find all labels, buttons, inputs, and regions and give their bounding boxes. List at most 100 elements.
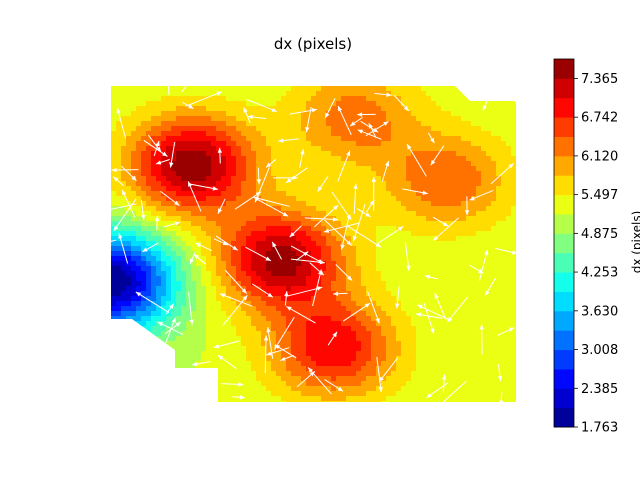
contour-cell: [271, 286, 277, 292]
contour-cell: [341, 381, 347, 387]
contour-cell: [216, 251, 222, 257]
contour-cell: [171, 201, 177, 207]
contour-cell: [501, 91, 507, 97]
contour-cell: [176, 121, 182, 127]
contour-cell: [401, 111, 407, 117]
contour-cell: [471, 261, 477, 267]
contour-cell: [501, 226, 507, 232]
contour-cell: [221, 111, 227, 117]
contour-cell: [316, 371, 322, 377]
contour-cell: [481, 371, 487, 377]
contour-cell: [466, 216, 472, 222]
contour-cell: [386, 336, 392, 342]
contour-cell: [251, 246, 257, 252]
contour-cell: [471, 171, 477, 177]
contour-cell: [321, 156, 327, 162]
contour-cell: [501, 161, 507, 167]
contour-cell: [116, 331, 122, 337]
contour-cell: [401, 261, 407, 267]
contour-cell: [226, 351, 232, 357]
contour-cell: [216, 171, 222, 177]
contour-cell: [461, 366, 467, 372]
contour-cell: [311, 121, 317, 127]
contour-cell: [136, 171, 142, 177]
contour-cell: [196, 271, 202, 277]
contour-cell: [376, 301, 382, 307]
contour-cell: [136, 111, 142, 117]
contour-cell: [271, 261, 277, 267]
contour-cell: [246, 356, 252, 362]
contour-cell: [196, 96, 202, 102]
contour-cell: [261, 166, 267, 172]
contour-cell: [341, 96, 347, 102]
contour-cell: [506, 141, 512, 147]
contour-cell: [376, 351, 382, 357]
contour-cell: [121, 376, 127, 382]
contour-cell: [156, 271, 162, 277]
contour-cell: [471, 346, 477, 352]
contour-cell: [186, 161, 192, 167]
contour-cell: [356, 211, 362, 217]
contour-cell: [511, 261, 516, 267]
contour-cell: [181, 326, 187, 332]
contour-cell: [146, 291, 152, 297]
contour-cell: [191, 261, 197, 267]
contour-cell: [406, 116, 412, 122]
contour-cell: [401, 361, 407, 367]
contour-cell: [171, 346, 177, 352]
contour-cell: [476, 361, 482, 367]
contour-cell: [201, 131, 207, 137]
contour-cell: [141, 246, 147, 252]
contour-cell: [436, 346, 442, 352]
contour-cell: [281, 216, 287, 222]
contour-cell: [231, 371, 237, 377]
contour-cell: [491, 161, 497, 167]
contour-cell: [176, 206, 182, 212]
contour-cell: [286, 341, 292, 347]
contour-cell: [366, 321, 372, 327]
contour-cell: [276, 206, 282, 212]
contour-cell: [366, 276, 372, 282]
contour-cell: [336, 271, 342, 277]
contour-cell: [491, 136, 497, 142]
contour-cell: [121, 286, 127, 292]
contour-cell: [231, 241, 237, 247]
contour-cell: [486, 196, 492, 202]
contour-cell: [476, 216, 482, 222]
contour-cell: [306, 191, 312, 197]
contour-cell: [261, 376, 267, 382]
contour-cell: [466, 111, 472, 117]
contour-cell: [206, 126, 212, 132]
contour-cell: [236, 386, 242, 392]
contour-cell: [496, 336, 502, 342]
contour-cell: [311, 321, 317, 327]
contour-cell: [271, 246, 277, 252]
contour-cell: [266, 96, 272, 102]
contour-cell: [136, 181, 142, 187]
contour-cell: [191, 256, 197, 262]
contour-cell: [186, 231, 192, 237]
contour-cell: [486, 211, 492, 217]
contour-cell: [141, 126, 147, 132]
contour-cell: [491, 196, 497, 202]
contour-cell: [401, 301, 407, 307]
contour-cell: [301, 286, 307, 292]
contour-cell: [296, 131, 302, 137]
contour-cell: [441, 151, 447, 157]
contour-cell: [121, 131, 127, 137]
contour-cell: [211, 201, 217, 207]
contour-cell: [476, 91, 482, 97]
contour-cell: [251, 301, 257, 307]
contour-cell: [246, 86, 252, 92]
contour-cell: [201, 161, 207, 167]
contour-cell: [271, 341, 277, 347]
contour-cell: [406, 96, 412, 102]
contour-cell: [151, 261, 157, 267]
contour-cell: [356, 231, 362, 237]
contour-cell: [136, 321, 142, 327]
contour-cell: [251, 336, 257, 342]
contour-cell: [206, 376, 212, 382]
contour-cell: [151, 361, 157, 367]
contour-cell: [181, 106, 187, 112]
contour-cell: [271, 121, 277, 127]
